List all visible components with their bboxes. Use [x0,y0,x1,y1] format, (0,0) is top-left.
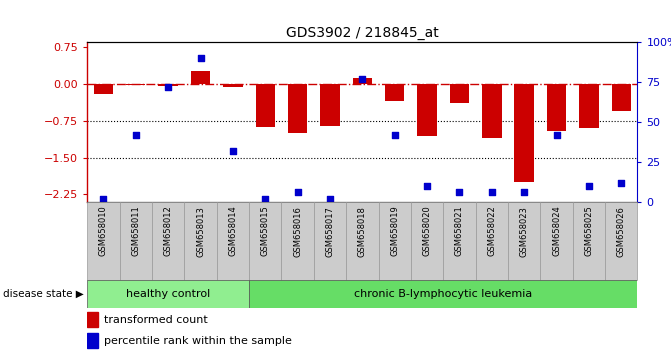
Bar [547,84,566,131]
Point [293,189,303,195]
Bar [508,202,540,280]
Bar [385,84,405,101]
Text: GSM658014: GSM658014 [228,206,238,256]
Text: transformed count: transformed count [104,315,207,325]
Text: GSM658022: GSM658022 [487,206,497,256]
Bar [217,202,249,280]
Bar [119,202,152,280]
Bar [573,202,605,280]
Bar [476,202,508,280]
Bar [378,202,411,280]
Text: GSM658026: GSM658026 [617,206,626,257]
Bar [191,71,210,84]
Bar [346,202,378,280]
Text: GSM658015: GSM658015 [261,206,270,256]
Bar [87,333,98,348]
Text: GSM658019: GSM658019 [391,206,399,256]
Text: GSM658011: GSM658011 [132,206,140,256]
Text: healthy control: healthy control [126,289,210,299]
Point [616,180,627,185]
Bar [411,202,444,280]
Point [260,196,270,201]
Text: percentile rank within the sample: percentile rank within the sample [104,336,292,346]
Bar [87,202,119,280]
Bar [450,84,469,103]
Bar [249,202,281,280]
Point [389,132,400,138]
Text: GSM658021: GSM658021 [455,206,464,256]
Point [195,56,206,61]
Bar [417,84,437,136]
Bar [288,84,307,133]
Text: GSM658024: GSM658024 [552,206,561,256]
Point [421,183,432,189]
Point [357,76,368,82]
Bar [223,84,243,87]
Bar [256,84,275,127]
Bar [605,202,637,280]
Bar [611,84,631,111]
Bar [158,84,178,86]
Text: GSM658017: GSM658017 [325,206,334,257]
Bar [314,202,346,280]
Bar [249,280,637,308]
Text: GSM658013: GSM658013 [196,206,205,257]
Bar [281,202,314,280]
Bar [126,84,146,85]
Point [130,132,141,138]
Text: GSM658012: GSM658012 [164,206,172,256]
Bar [94,84,113,94]
Text: GSM658023: GSM658023 [519,206,529,257]
Point [98,196,109,201]
Bar [482,84,501,138]
Point [163,84,174,90]
Point [584,183,595,189]
Bar [444,202,476,280]
Text: disease state ▶: disease state ▶ [3,289,84,299]
Text: chronic B-lymphocytic leukemia: chronic B-lymphocytic leukemia [354,289,532,299]
Bar [353,78,372,84]
Point [454,189,465,195]
Bar [87,312,98,327]
Bar [540,202,573,280]
Bar [515,84,534,182]
Text: GSM658025: GSM658025 [584,206,593,256]
Title: GDS3902 / 218845_at: GDS3902 / 218845_at [286,26,439,40]
Point [227,148,238,154]
Bar [579,84,599,128]
Bar [185,202,217,280]
Point [519,189,529,195]
Text: GSM658016: GSM658016 [293,206,302,257]
Text: GSM658020: GSM658020 [423,206,431,256]
Point [486,189,497,195]
Bar [87,280,249,308]
Text: GSM658018: GSM658018 [358,206,367,257]
Text: GSM658010: GSM658010 [99,206,108,256]
Bar [152,202,185,280]
Point [325,196,336,201]
Bar [320,84,340,126]
Point [551,132,562,138]
